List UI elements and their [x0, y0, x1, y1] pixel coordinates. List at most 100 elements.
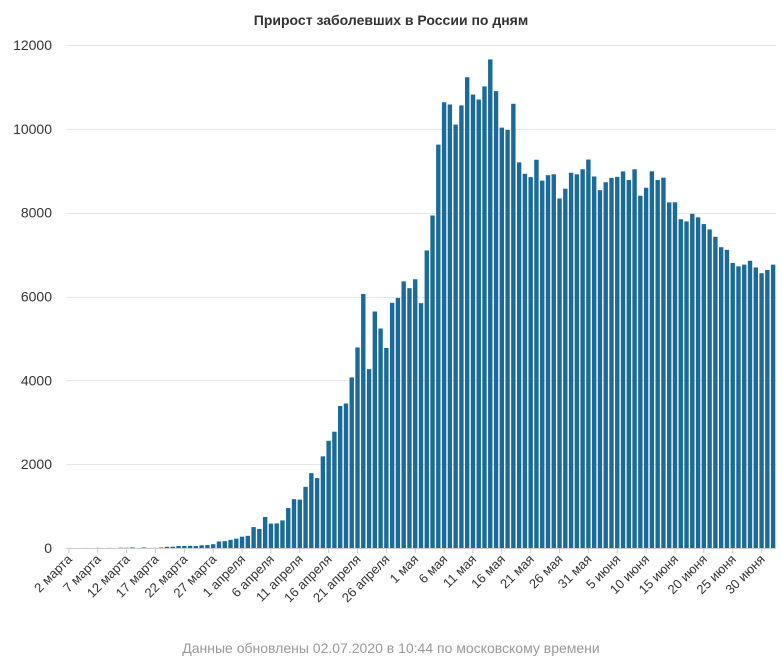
bar[interactable] — [649, 171, 655, 549]
bar[interactable] — [632, 169, 637, 548]
bar[interactable] — [257, 528, 262, 548]
bar[interactable] — [620, 171, 626, 548]
bar[interactable] — [597, 190, 603, 548]
bar[interactable] — [707, 229, 712, 548]
bar[interactable] — [366, 369, 372, 548]
bar[interactable] — [603, 182, 608, 549]
bar[interactable] — [736, 266, 741, 548]
bar[interactable] — [730, 262, 735, 548]
bar[interactable] — [401, 281, 406, 548]
bar[interactable] — [511, 103, 516, 549]
bar[interactable] — [395, 297, 401, 548]
bar[interactable] — [493, 91, 499, 549]
bar[interactable] — [326, 440, 331, 548]
bar[interactable] — [424, 250, 429, 548]
bar[interactable] — [320, 456, 326, 548]
bar[interactable] — [262, 516, 268, 548]
bar[interactable] — [701, 224, 707, 548]
bar[interactable] — [724, 249, 730, 548]
bar[interactable] — [528, 177, 533, 548]
bar[interactable] — [199, 545, 204, 548]
bar[interactable] — [545, 175, 551, 548]
bar[interactable] — [286, 508, 291, 548]
bar[interactable] — [418, 303, 424, 548]
bar[interactable] — [667, 202, 672, 549]
bar[interactable] — [389, 302, 395, 548]
bar[interactable] — [430, 215, 435, 549]
bar[interactable] — [464, 77, 470, 548]
bar[interactable] — [643, 187, 649, 549]
bar[interactable] — [274, 523, 279, 548]
bar[interactable] — [176, 545, 181, 548]
bar[interactable] — [361, 293, 366, 548]
bar[interactable] — [615, 176, 620, 548]
bar[interactable] — [759, 273, 764, 548]
bar[interactable] — [297, 499, 302, 548]
bar[interactable] — [672, 202, 678, 548]
bar[interactable] — [193, 546, 199, 548]
bar[interactable] — [453, 124, 458, 548]
bar[interactable] — [713, 236, 718, 548]
bar[interactable] — [522, 173, 528, 548]
bar[interactable] — [337, 405, 343, 548]
bar[interactable] — [343, 403, 349, 548]
bar[interactable] — [309, 473, 314, 548]
bar[interactable] — [499, 127, 505, 548]
bar[interactable] — [770, 264, 776, 548]
bar[interactable] — [505, 129, 510, 549]
bar[interactable] — [211, 544, 216, 548]
bar[interactable] — [268, 523, 274, 548]
bar[interactable] — [765, 270, 770, 548]
bar[interactable] — [557, 198, 562, 549]
bar[interactable] — [216, 541, 222, 549]
bar[interactable] — [534, 159, 539, 549]
bar[interactable] — [355, 347, 360, 548]
bar[interactable] — [488, 59, 493, 549]
bar[interactable] — [280, 520, 285, 548]
bar[interactable] — [568, 172, 574, 548]
bar[interactable] — [222, 541, 227, 548]
bar[interactable] — [164, 546, 170, 548]
bar[interactable] — [551, 174, 556, 548]
bar[interactable] — [303, 486, 308, 548]
bar[interactable] — [447, 104, 453, 548]
bar[interactable] — [372, 311, 378, 548]
bar[interactable] — [187, 545, 193, 548]
bar[interactable] — [182, 545, 187, 548]
bar[interactable] — [170, 546, 175, 548]
bar[interactable] — [540, 180, 545, 548]
bar[interactable] — [314, 478, 320, 548]
bar[interactable] — [476, 99, 481, 548]
bar[interactable] — [695, 217, 701, 548]
bar[interactable] — [516, 162, 522, 548]
bar[interactable] — [574, 174, 580, 548]
bar[interactable] — [661, 177, 666, 549]
bar[interactable] — [459, 105, 464, 549]
bar[interactable] — [130, 547, 135, 548]
bar[interactable] — [470, 94, 476, 548]
bar[interactable] — [291, 499, 297, 548]
bar[interactable] — [747, 260, 753, 548]
bar[interactable] — [580, 169, 585, 548]
bar[interactable] — [626, 180, 631, 548]
bar[interactable] — [586, 159, 591, 548]
bar[interactable] — [678, 219, 683, 548]
bar[interactable] — [690, 213, 695, 548]
bar[interactable] — [563, 188, 568, 548]
bar[interactable] — [234, 538, 239, 548]
bar[interactable] — [413, 279, 418, 548]
bar[interactable] — [482, 86, 487, 548]
bar[interactable] — [609, 177, 614, 548]
bar[interactable] — [141, 547, 147, 548]
bar[interactable] — [349, 377, 354, 548]
bar[interactable] — [718, 247, 724, 548]
bar[interactable] — [436, 144, 441, 548]
bar[interactable] — [251, 527, 256, 548]
bar[interactable] — [638, 195, 643, 549]
bar[interactable] — [655, 180, 660, 548]
bar[interactable] — [245, 535, 251, 548]
bar[interactable] — [332, 431, 337, 548]
bar[interactable] — [378, 328, 383, 548]
bar[interactable] — [384, 347, 389, 548]
bar[interactable] — [753, 267, 758, 548]
